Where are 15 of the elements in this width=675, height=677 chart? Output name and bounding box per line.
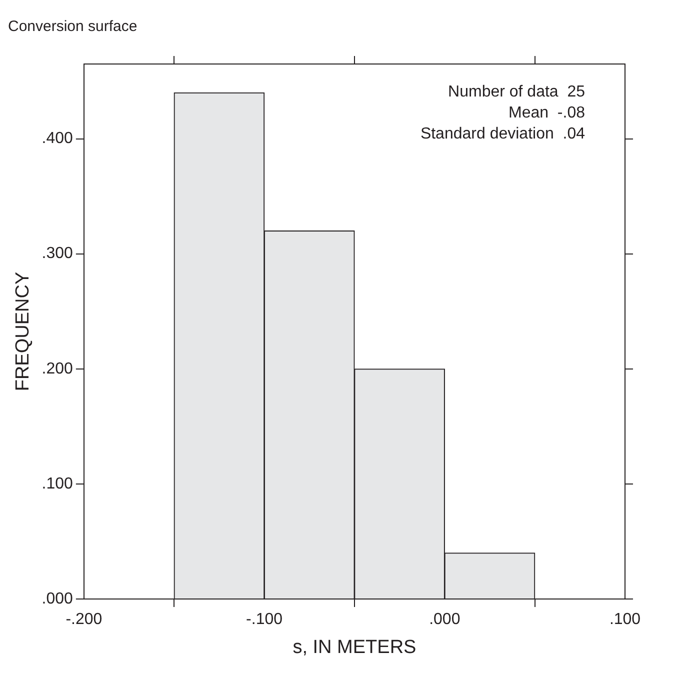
y-tick-label: .000	[42, 590, 74, 608]
y-tick-label: .200	[42, 360, 74, 378]
y-axis-title: FREQUENCY	[12, 272, 34, 392]
annotation: Standard deviation .04	[420, 125, 586, 142]
x-tick-label: -.100	[246, 611, 283, 628]
x-tick-label: -.200	[66, 611, 102, 628]
y-tick-label: .400	[42, 130, 74, 148]
annotation: Number of data 25	[448, 83, 586, 100]
annotation: Mean -.08	[508, 104, 586, 122]
y-tick-label: .100	[42, 475, 74, 492]
y-tick-label: .300	[42, 245, 74, 262]
x-axis-title: s, IN METERS	[292, 636, 416, 658]
x-tick-label: .100	[609, 611, 641, 628]
chart-title: Conversion surface	[8, 18, 138, 36]
x-tick-label: .000	[429, 611, 460, 628]
